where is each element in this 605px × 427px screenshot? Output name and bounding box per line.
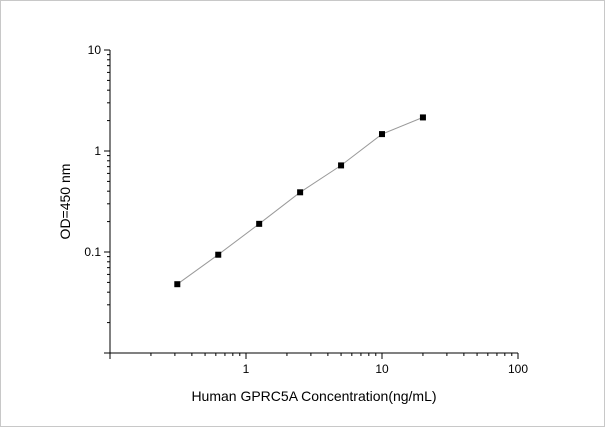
y-tick-label: 10 [88, 43, 102, 57]
data-point [256, 220, 263, 227]
ticks: 1 10 100 0.1 1 10 [84, 43, 528, 376]
series [174, 114, 426, 288]
y-tick-label: 1 [94, 144, 101, 158]
data-point [215, 251, 222, 258]
data-point [174, 281, 181, 288]
data-point [419, 114, 426, 121]
data-point [338, 162, 345, 169]
data-point [297, 189, 304, 196]
y-axis-label: OD=450 nm [57, 164, 73, 240]
series-line [177, 116, 424, 285]
x-axis-label: Human GPRC5A Concentration(ng/mL) [191, 388, 436, 404]
axes [109, 50, 518, 354]
x-tick-label: 1 [243, 362, 250, 376]
y-tick-label: 0.1 [84, 245, 101, 259]
data-point [379, 131, 385, 138]
x-tick-label: 10 [375, 362, 389, 376]
x-tick-label: 100 [508, 362, 528, 376]
